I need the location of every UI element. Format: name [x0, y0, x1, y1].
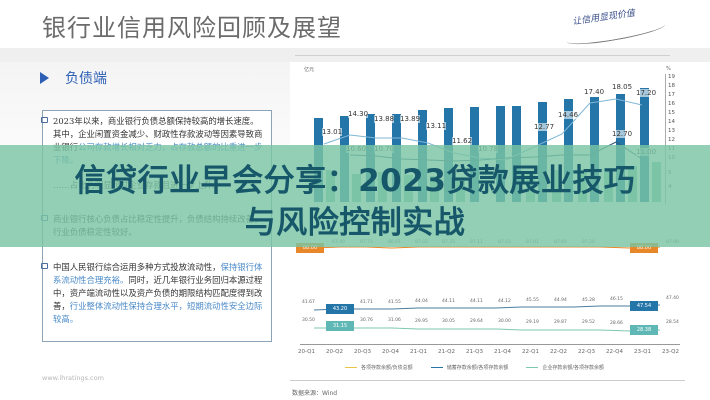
- legend-swatch: [345, 367, 357, 368]
- right-axis-tick: 12: [668, 137, 675, 143]
- right-axis-tick: 15: [668, 110, 675, 116]
- point-label: 44.12: [498, 299, 511, 304]
- right-axis-tick: 14: [668, 119, 675, 125]
- point-label: 30.76: [360, 318, 373, 323]
- point-label: 44.11: [470, 299, 483, 304]
- left-axis-unit: 亿元: [304, 67, 315, 73]
- point-label: 30.00: [498, 319, 511, 324]
- overlay-line-2: 与风险控制实战: [244, 205, 466, 241]
- boxed-value-teal: 28.38: [630, 325, 658, 335]
- chart-bottom-rule: [290, 380, 685, 381]
- right-axis-unit: %: [666, 66, 671, 72]
- x-tick-label: 20-Q3: [354, 349, 372, 355]
- x-tick-label: 22-Q1: [522, 349, 540, 355]
- right-axis-tick: 19: [668, 74, 675, 80]
- point-label: 28.54: [666, 320, 679, 325]
- right-axis-tick: 16: [668, 101, 675, 107]
- point-label: 29.19: [526, 320, 539, 325]
- point-label: 17.40: [584, 88, 605, 96]
- point-label: 44.94: [554, 298, 567, 303]
- x-tick-label: 20-Q4: [382, 349, 400, 355]
- point-label: 28.66: [610, 321, 623, 326]
- boxed-value-blue: 43.20: [326, 304, 354, 314]
- point-label: 31.06: [388, 318, 401, 323]
- x-tick-label: 20-Q1: [298, 349, 316, 355]
- paragraph-4: 中国人民银行综合运用多种方式投放流动性，保持银行体系流动性合理充裕。同时，近几年…: [41, 261, 265, 326]
- point-label: 13.88: [374, 115, 395, 123]
- point-label: 29.64: [470, 319, 483, 324]
- point-label: 45.55: [526, 298, 539, 303]
- point-label: 45.28: [582, 298, 595, 303]
- x-tick-label: 21-Q3: [466, 349, 484, 355]
- point-label: 47.40: [666, 296, 679, 301]
- point-label: 41.67: [302, 300, 315, 305]
- data-source: 数据来源：Wind: [292, 390, 338, 397]
- legend-swatch: [430, 367, 443, 368]
- point-label: 13.11: [426, 122, 447, 130]
- point-label: 13.89: [400, 115, 421, 123]
- chart-legend: 各项存款余额/负债总额 储蓄存款余额/各项存款余额 企业存款余额/各项存款余额: [345, 364, 604, 371]
- point-label: 44.11: [442, 299, 455, 304]
- x-tick-label: 22-Q4: [606, 349, 624, 355]
- right-axis-tick: 13: [668, 128, 675, 134]
- point-label: 13.01: [322, 128, 343, 136]
- right-axis-tick: 17: [668, 92, 675, 98]
- x-tick-label: 23-Q1: [634, 349, 652, 355]
- overlay-headline: 信贷行业早会分享：2023贷款展业技巧 与风险控制实战: [0, 160, 710, 244]
- triangle-right-icon: [40, 72, 49, 84]
- x-tick-label: 21-Q2: [438, 349, 456, 355]
- point-label: 41.71: [360, 300, 373, 305]
- point-label: 29.95: [415, 319, 428, 324]
- title-overlay-band: [0, 145, 710, 247]
- point-label: 12.77: [534, 123, 555, 131]
- point-label: 44.04: [415, 299, 428, 304]
- boxed-value-teal: 31.15: [326, 321, 354, 331]
- boxed-value-orange: 88.00: [296, 243, 324, 253]
- point-label: 17.20: [636, 89, 657, 97]
- legend-item: 企业存款余额/各项存款余额: [526, 364, 604, 371]
- x-axis: [300, 344, 680, 345]
- slide-title: 银行业信用风险回顾及展望: [42, 14, 342, 42]
- point-label: 14.30: [348, 110, 369, 118]
- right-axis: [665, 74, 666, 204]
- x-tick-label: 21-Q4: [494, 349, 512, 355]
- point-label: 30.50: [302, 318, 315, 323]
- point-label: 14.46: [558, 111, 579, 119]
- legend-item: 各项存款余额/负债总额: [345, 364, 413, 371]
- bullet-icon: [41, 263, 48, 269]
- section-label: 负债端: [65, 71, 107, 87]
- x-tick-label: 20-Q2: [326, 349, 344, 355]
- point-label: 29.52: [582, 320, 595, 325]
- overlay-line-1: 信贷行业早会分享：2023贷款展业技巧: [74, 163, 636, 199]
- point-label: 18.05: [612, 83, 633, 91]
- footer-url: www.lhratings.com: [42, 374, 104, 382]
- right-axis-tick: 18: [668, 83, 675, 89]
- legend-swatch: [526, 367, 539, 368]
- boxed-value-blue: 47.54: [630, 301, 658, 311]
- section-heading: 负债端: [40, 68, 107, 88]
- legend-item: 储蓄存款余额/各项存款余额: [430, 364, 508, 371]
- x-tick-label: 23-Q2: [662, 349, 680, 355]
- x-tick-label: 22-Q2: [550, 349, 568, 355]
- point-label: 46.15: [610, 297, 623, 302]
- point-label: 12.70: [612, 130, 633, 138]
- boxed-value-orange: 88.00: [630, 243, 658, 253]
- point-label: 29.87: [554, 320, 567, 325]
- point-label: 30.05: [442, 319, 455, 324]
- slide-header: 银行业信用风险回顾及展望 让信用显现价值: [0, 0, 710, 49]
- x-tick-label: 22-Q3: [578, 349, 596, 355]
- x-tick-label: 21-Q1: [410, 349, 428, 355]
- header-divider-line: [295, 55, 670, 56]
- point-label: 41.55: [388, 300, 401, 305]
- bullet-icon: [41, 117, 48, 123]
- point-label: 11.62: [452, 137, 473, 145]
